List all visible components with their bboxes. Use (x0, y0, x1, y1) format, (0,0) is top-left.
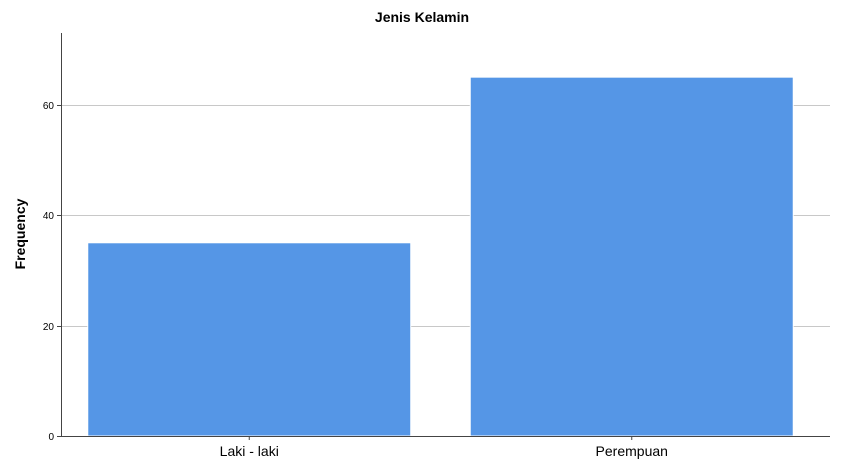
x-tick-label: Perempuan (596, 443, 668, 459)
chart-title: Jenis Kelamin (375, 9, 469, 25)
y-tick-label: 0 (48, 432, 54, 443)
y-tick-label: 60 (43, 101, 55, 112)
bar-laki-laki (87, 242, 412, 437)
x-tick-label: Laki - laki (220, 443, 279, 459)
axes (61, 33, 830, 437)
bars (87, 76, 794, 437)
tick-labels: 0 20 40 60 Laki - laki Perempuan (43, 101, 668, 459)
y-tick-label: 20 (43, 322, 55, 333)
y-axis-label: Frequency (12, 198, 28, 269)
bar-perempuan (469, 76, 794, 437)
y-tick-label: 40 (43, 211, 55, 222)
